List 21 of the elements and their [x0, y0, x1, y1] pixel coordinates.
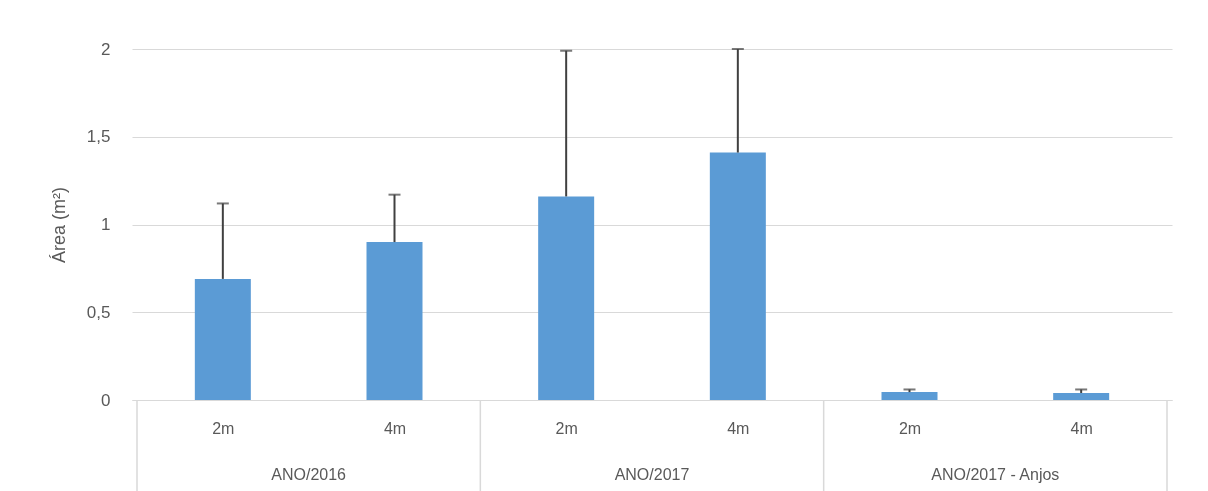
y-tick-label: 2: [101, 39, 111, 59]
bar: [538, 196, 595, 400]
bar: [1053, 392, 1110, 400]
bar: [366, 242, 423, 400]
bar: [709, 152, 766, 400]
y-tick-label: 0,5: [86, 302, 111, 322]
y-axis-title: Área (m²): [48, 187, 69, 263]
text: ANO/2016: [271, 466, 347, 483]
x-tick-label: 4m: [383, 419, 407, 437]
x-tick-label: 2m: [555, 419, 578, 437]
text: ANO/2017: [614, 466, 690, 483]
x-tick-label: 4m: [1070, 419, 1093, 437]
text: ANO/2017 - Anjos: [931, 466, 1060, 483]
y-tick-label: 0: [101, 390, 111, 410]
y-tick-label: 1: [101, 215, 111, 234]
x-tick-label: 2m: [898, 419, 922, 437]
bar: [194, 278, 251, 400]
y-tick-label: 1,5: [86, 127, 111, 147]
x-tick-label: 2m: [212, 419, 235, 437]
x-tick-label: 4m: [727, 419, 750, 437]
bar: [881, 392, 938, 400]
